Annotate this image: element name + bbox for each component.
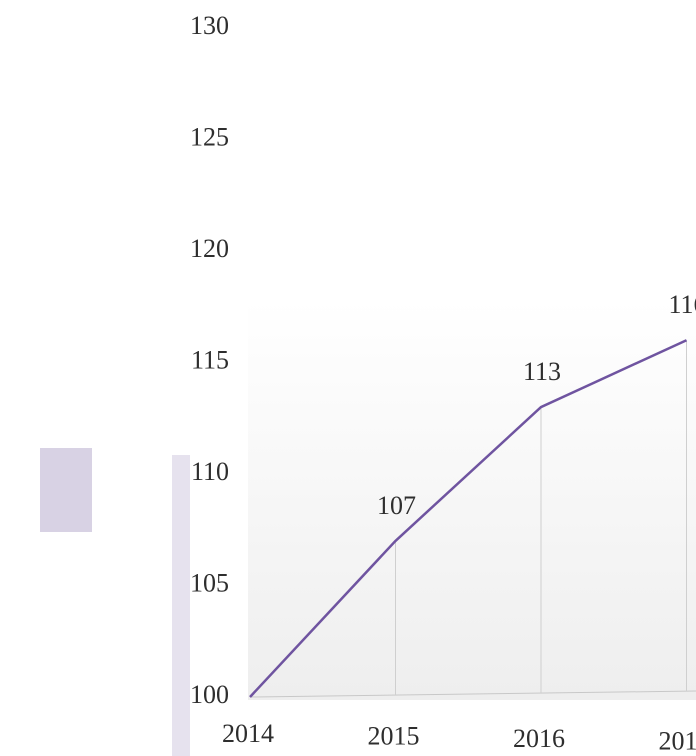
- decor-crane-tower: [172, 455, 190, 756]
- y-tick-label: 130: [190, 11, 229, 40]
- decor-crane: [40, 448, 92, 532]
- data-line: [249, 339, 688, 698]
- y-tick-label: 105: [190, 568, 229, 597]
- data-label: 113: [523, 357, 561, 386]
- x-tick-label: 2016: [513, 724, 565, 753]
- y-tick-label: 120: [190, 234, 229, 263]
- x-tick-label: 2014: [222, 719, 274, 748]
- y-tick-label: 100: [190, 680, 229, 709]
- data-label: 107: [377, 491, 416, 520]
- data-label: 116: [668, 290, 696, 319]
- baseline: [249, 690, 696, 698]
- y-tick-label: 110: [191, 457, 229, 486]
- y-tick-label: 125: [190, 122, 229, 151]
- x-tick-label: 2017: [659, 726, 696, 755]
- x-tick-label: 2015: [368, 721, 420, 750]
- plot-background: [248, 300, 696, 700]
- y-tick-label: 115: [191, 345, 229, 374]
